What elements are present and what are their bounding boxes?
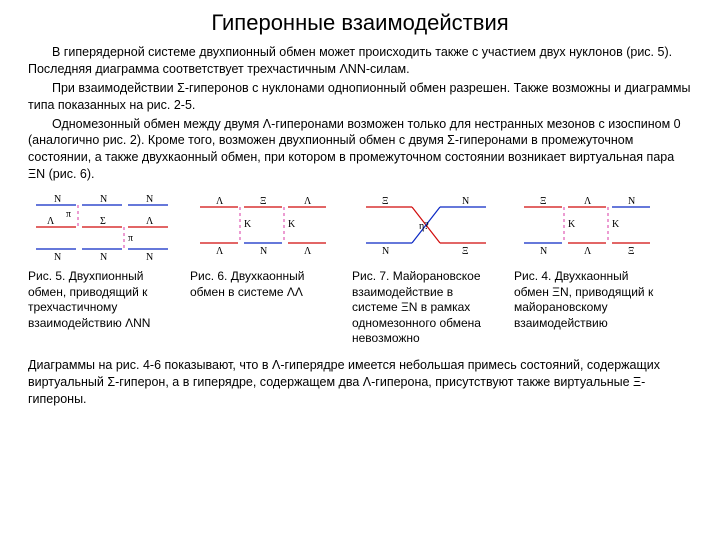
caption-fig6: Рис. 6. Двухкаонный обмен в системе ΛΛ: [190, 269, 340, 347]
label-N: N: [540, 246, 547, 257]
label-Lambda: Λ: [304, 196, 312, 207]
label-Lambda: Λ: [304, 246, 312, 257]
label-Lambda: Λ: [216, 246, 224, 257]
diagram-fig5: N N N Λ Σ Λ N N N π π: [28, 193, 178, 263]
paragraph-footer: Диаграммы на рис. 4-6 показывают, что в …: [28, 357, 692, 408]
label-K: K: [568, 219, 576, 230]
label-N: N: [100, 194, 107, 205]
label-N: N: [462, 196, 469, 207]
paragraph-1: В гиперядерной системе двухпионный обмен…: [28, 44, 692, 78]
diagram-fig6: Λ Ξ Λ Λ N Λ K K: [190, 193, 340, 263]
label-Lambda: Λ: [584, 196, 592, 207]
caption-fig5: Рис. 5. Двухпионный обмен, приводящий к …: [28, 269, 178, 347]
label-Xi: Ξ: [540, 196, 546, 207]
diagram-row: N N N Λ Σ Λ N N N π π: [28, 193, 692, 263]
page-title: Гиперонные взаимодействия: [28, 10, 692, 36]
label-K: K: [288, 219, 296, 230]
label-N: N: [146, 194, 153, 205]
diagram-fig7: Ξ N N Ξ η?: [352, 193, 502, 263]
caption-fig7: Рис. 7. Майорановское взаимодействие в с…: [352, 269, 502, 347]
label-K: K: [612, 219, 620, 230]
paragraph-3: Одномезонный обмен между двумя Λ-гиперон…: [28, 116, 692, 184]
label-Lambda: Λ: [47, 216, 55, 227]
label-N: N: [382, 246, 389, 257]
label-Lambda: Λ: [146, 216, 154, 227]
label-Xi: Ξ: [628, 246, 634, 257]
label-pi: π: [128, 233, 133, 244]
label-Sigma: Σ: [100, 216, 106, 227]
label-Xi: Ξ: [260, 196, 266, 207]
label-N: N: [260, 246, 267, 257]
label-N: N: [146, 252, 153, 263]
label-N: N: [54, 194, 61, 205]
label-K: K: [244, 219, 252, 230]
diagram-fig4: Ξ Λ N N Λ Ξ K K: [514, 193, 664, 263]
label-Xi: Ξ: [382, 196, 388, 207]
caption-row: Рис. 5. Двухпионный обмен, приводящий к …: [28, 269, 692, 347]
label-pi: π: [66, 209, 71, 220]
caption-fig4: Рис. 4. Двухкаонный обмен ΞN, приводящий…: [514, 269, 664, 347]
paragraph-2: При взаимодействии Σ-гиперонов с нуклона…: [28, 80, 692, 114]
label-eta-question: η?: [419, 221, 429, 232]
label-Lambda: Λ: [216, 196, 224, 207]
label-Lambda: Λ: [584, 246, 592, 257]
label-N: N: [100, 252, 107, 263]
label-N: N: [54, 252, 61, 263]
label-N: N: [628, 196, 635, 207]
label-Xi: Ξ: [462, 246, 468, 257]
